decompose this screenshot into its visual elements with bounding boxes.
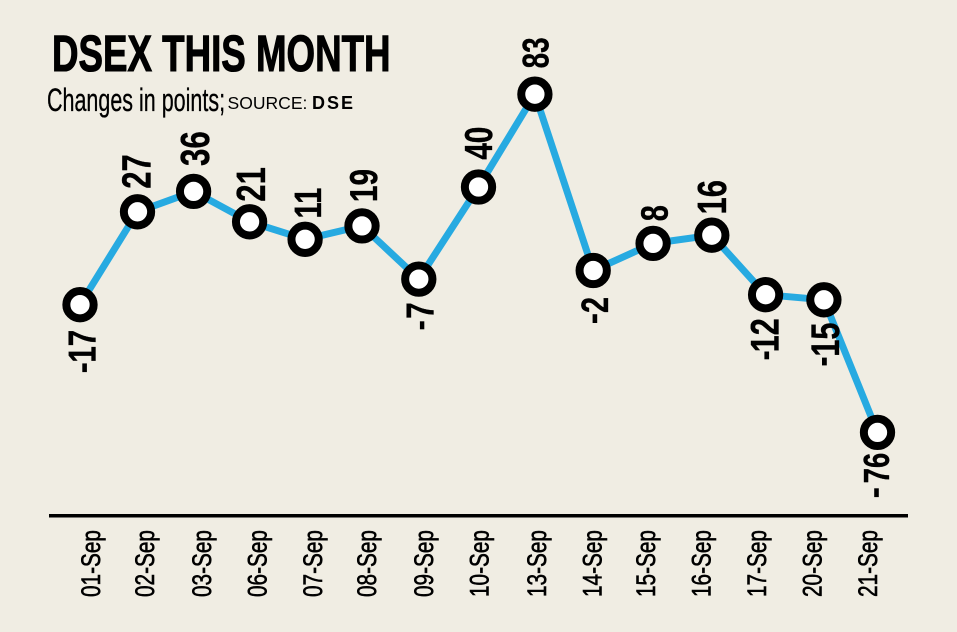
svg-text:83: 83 bbox=[516, 37, 557, 68]
svg-text:14-Sep: 14-Sep bbox=[578, 530, 608, 597]
svg-text:20-Sep: 20-Sep bbox=[798, 530, 828, 597]
svg-text:Changes in points;: Changes in points; bbox=[47, 82, 225, 118]
svg-text:17-Sep: 17-Sep bbox=[743, 530, 773, 597]
svg-text:11: 11 bbox=[287, 188, 330, 219]
svg-text:07-Sep: 07-Sep bbox=[298, 530, 328, 597]
svg-text:17: 17 bbox=[62, 330, 105, 363]
svg-text:09-Sep: 09-Sep bbox=[410, 530, 440, 597]
svg-text:12: 12 bbox=[743, 318, 788, 352]
svg-text:DSE: DSE bbox=[312, 93, 355, 113]
svg-text:13-Sep: 13-Sep bbox=[522, 530, 552, 597]
svg-text:01-Sep: 01-Sep bbox=[76, 530, 106, 597]
svg-text:SOURCE:: SOURCE: bbox=[228, 93, 308, 113]
svg-text:19: 19 bbox=[342, 169, 386, 202]
svg-text:27: 27 bbox=[113, 154, 159, 189]
svg-text:36: 36 bbox=[172, 131, 218, 166]
svg-text:03-Sep: 03-Sep bbox=[187, 530, 217, 597]
svg-text:06-Sep: 06-Sep bbox=[243, 530, 273, 597]
svg-text:76: 76 bbox=[856, 453, 897, 483]
svg-text:02-Sep: 02-Sep bbox=[130, 530, 160, 597]
svg-text:40: 40 bbox=[457, 127, 501, 160]
svg-text:7: 7 bbox=[400, 302, 443, 318]
svg-text:21-Sep: 21-Sep bbox=[854, 530, 884, 597]
svg-text:2: 2 bbox=[576, 297, 618, 313]
svg-text:16: 16 bbox=[689, 180, 735, 214]
svg-text:DSEX THIS MONTH: DSEX THIS MONTH bbox=[52, 26, 391, 82]
svg-text:15: 15 bbox=[803, 323, 848, 357]
svg-text:16-Sep: 16-Sep bbox=[687, 530, 717, 597]
svg-text:08-Sep: 08-Sep bbox=[352, 530, 382, 597]
svg-text:10-Sep: 10-Sep bbox=[465, 530, 495, 597]
svg-text:15-Sep: 15-Sep bbox=[632, 530, 662, 597]
svg-text:21: 21 bbox=[228, 167, 274, 202]
svg-text:8: 8 bbox=[634, 205, 677, 221]
